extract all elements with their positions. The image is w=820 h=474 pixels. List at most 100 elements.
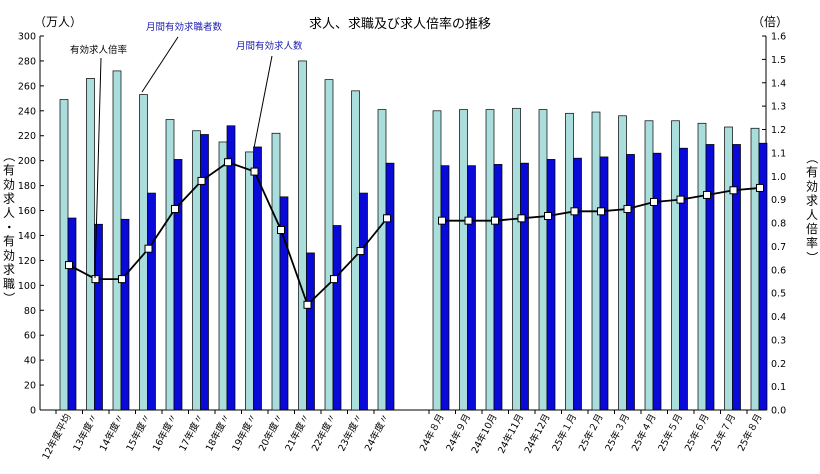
bar-job-offers [306, 252, 315, 411]
x-tick-label: 25年２月 [576, 412, 606, 453]
left-tick-label: 0 [30, 406, 36, 417]
annotation-leader-line [141, 36, 179, 93]
bar-job-offers [520, 162, 529, 411]
left-tick-label: 180 [18, 181, 36, 192]
bar-job-offers [173, 159, 183, 411]
bar-job-offers [67, 217, 77, 411]
bar-job-offers [147, 192, 156, 411]
bar-job-seekers [192, 130, 201, 411]
axis-label-char: 倍 [806, 221, 818, 236]
bar-job-offers [253, 146, 262, 411]
bar-job-offers [599, 156, 609, 411]
annotation-job-seekers: 月間有効求職者数 [141, 21, 223, 93]
x-tick-label: 25年１月 [549, 412, 579, 453]
axis-label-char: 人 [806, 208, 818, 222]
bar-job-offers [732, 144, 741, 411]
axis-label-char: 求 [3, 263, 15, 277]
left-tick-label: 120 [18, 256, 36, 267]
bar-job-seekers [324, 79, 334, 411]
ratio-marker [729, 186, 738, 195]
right-tick-label: 0.8 [771, 219, 786, 230]
left-tick-label: 140 [18, 231, 36, 242]
x-tick-label: 17年度〃 [176, 412, 206, 453]
x-tick-label: 24年度〃 [362, 412, 392, 453]
x-tick-label: 25年３月 [602, 412, 632, 453]
x-tick-label: 25年５月 [655, 412, 685, 453]
bar-job-seekers [245, 151, 254, 411]
left-tick-label: 240 [18, 106, 36, 117]
axis-label-char: ） [2, 292, 16, 304]
ratio-marker [544, 211, 552, 220]
left-axis-label: （有効求人・有効求職） [2, 150, 16, 304]
left-tick-label: 60 [24, 331, 36, 342]
bar-job-seekers [538, 109, 548, 411]
axis-label-char: 有 [3, 234, 15, 248]
x-tick-label: 24年11月 [495, 412, 526, 456]
bar-job-seekers [298, 60, 307, 411]
left-tick-label: 20 [24, 381, 36, 392]
annotation-job-offers: 月間有効求人数 [236, 40, 303, 149]
axis-label-char: 有 [806, 165, 818, 179]
bar-job-seekers [697, 122, 707, 411]
bar-job-offers [359, 192, 368, 411]
right-tick-label: 0.5 [771, 289, 786, 300]
bar-job-offers [332, 225, 342, 411]
x-tick-label: 24年12月 [522, 412, 553, 456]
ratio-marker [171, 204, 179, 213]
ratio-marker [491, 216, 499, 225]
bar-job-seekers [218, 141, 228, 411]
ratio-marker [383, 214, 391, 223]
bar-job-seekers [112, 70, 122, 411]
x-tick-label: 21年度〃 [282, 412, 312, 453]
right-tick-label: 1.5 [771, 55, 786, 66]
annotation-text: 月間有効求職者数 [146, 21, 223, 33]
left-tick-label: 220 [18, 131, 36, 142]
x-tick-label: 25年７月 [708, 412, 738, 453]
ratio-marker [330, 275, 338, 284]
ratio-marker [597, 207, 605, 216]
axis-label-char: （ [805, 152, 819, 164]
x-tick-label: 20年度〃 [256, 412, 286, 453]
ratio-marker [197, 176, 206, 185]
x-tick-label: 24年９月 [443, 412, 473, 453]
axis-label-char: 効 [3, 176, 15, 191]
ratio-line-layer [65, 158, 764, 309]
bar-job-seekers [591, 111, 601, 411]
bar-job-seekers [432, 110, 442, 411]
axis-label-char: 有 [3, 163, 15, 177]
bars-layer [59, 60, 768, 411]
right-tick-label: 0.7 [771, 242, 786, 253]
left-tick-label: 200 [18, 156, 36, 167]
annotation-ratio: 有効求人倍率 [70, 44, 128, 279]
x-tick-label: 14年度〃 [97, 412, 127, 453]
ratio-marker [224, 158, 232, 167]
right-tick-label: 1.4 [771, 78, 786, 89]
bar-job-seekers [377, 109, 387, 411]
bar-job-offers [385, 162, 395, 411]
ratio-marker [250, 167, 259, 176]
ratio-marker [438, 216, 446, 225]
x-tick-label: 15年度〃 [123, 412, 153, 453]
right-tick-label: 1.3 [771, 102, 786, 113]
bar-job-offers [467, 165, 476, 411]
bar-job-seekers [644, 120, 654, 411]
ratio-marker [356, 247, 365, 256]
bar-job-seekers [86, 78, 95, 411]
x-tick-label: 12年度平均 [40, 412, 74, 462]
annotation-leader-line [94, 57, 102, 279]
x-tick-label: 25年８月 [735, 412, 765, 453]
left-tick-label: 280 [18, 56, 36, 67]
bar-job-offers [573, 157, 582, 411]
right-tick-label: 1.2 [771, 125, 786, 136]
axis-label-char: （ [2, 150, 16, 162]
ratio-marker [277, 226, 285, 235]
axis-label-char: ・ [2, 221, 16, 233]
bar-job-offers [279, 196, 289, 411]
right-tick-label: 0.4 [771, 312, 786, 323]
right-tick-label: 0.2 [771, 359, 786, 370]
bar-job-offers [679, 147, 688, 411]
x-tick-label: 22年度〃 [309, 412, 339, 453]
x-tick-label: 19年度〃 [229, 412, 259, 453]
right-tick-label: 0.3 [771, 335, 786, 346]
bar-job-offers [94, 223, 103, 411]
